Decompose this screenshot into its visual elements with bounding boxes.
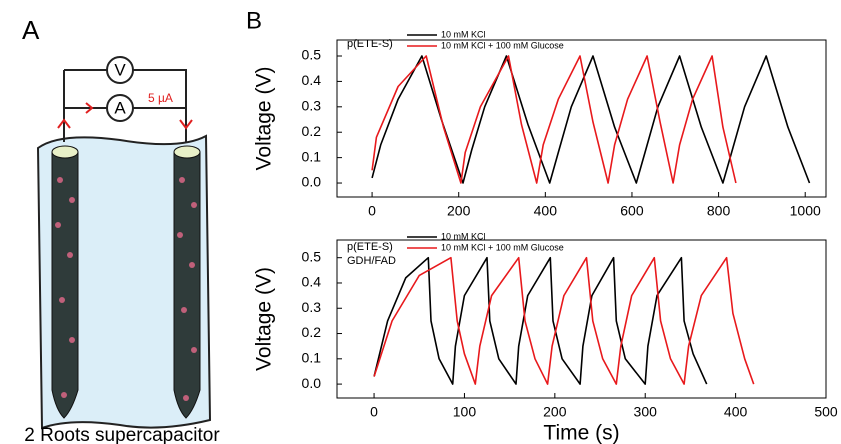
y-tick-label: 0.5: [302, 47, 322, 63]
series-line: [371, 55, 811, 184]
y-tick-label: 0.3: [302, 299, 322, 315]
y-tick-label: 0.5: [302, 248, 322, 264]
series-line: [371, 55, 737, 184]
annotation: p(ETE-S): [347, 38, 393, 50]
series-line: [373, 256, 708, 385]
x-tick-label: 200: [447, 203, 471, 219]
medium: [36, 134, 212, 430]
annotation: p(ETE-S): [347, 241, 393, 253]
meter-label: A: [114, 98, 126, 117]
x-tick-label: 1000: [790, 203, 821, 219]
x-tick-label: 600: [620, 203, 644, 219]
x-tick-label: 800: [707, 203, 731, 219]
x-tick-label: 0: [370, 404, 378, 420]
current-label: 5 µA: [148, 91, 173, 105]
x-tick-label: 200: [543, 404, 567, 420]
y-tick-label: 0.2: [302, 324, 322, 340]
y-tick-label: 0.0: [302, 174, 322, 190]
current-arrows: [57, 102, 193, 130]
x-axis-label: Time (s): [543, 422, 619, 444]
y-tick-label: 0.1: [302, 350, 322, 366]
x-tick-label: 100: [453, 404, 477, 420]
y-axis-label: Voltage (V): [253, 67, 276, 171]
legend-label: 10 mM KCl + 100 mM Glucose: [441, 40, 564, 50]
panel-label: B: [246, 7, 262, 34]
x-tick-label: 500: [814, 404, 838, 420]
legend-label: 10 mM KCl + 100 mM Glucose: [441, 242, 564, 252]
y-tick-label: 0.4: [302, 274, 322, 290]
plot-frame: [336, 39, 827, 198]
voltmeter: [106, 56, 134, 84]
y-axis-label: Voltage (V): [253, 267, 276, 371]
meter-label: V: [114, 60, 126, 79]
x-tick-label: 300: [634, 404, 658, 420]
y-tick-label: 0.4: [302, 72, 322, 88]
annotation: GDH/FAD: [347, 255, 396, 267]
y-tick-label: 0.2: [302, 123, 322, 139]
root: [51, 145, 201, 419]
x-tick-label: 0: [368, 203, 376, 219]
x-tick-label: 400: [534, 203, 558, 219]
ammeter: [106, 94, 134, 122]
panel-label: A: [22, 15, 40, 45]
series-line: [373, 256, 755, 385]
y-tick-label: 0.0: [302, 375, 322, 391]
y-tick-label: 0.1: [302, 148, 322, 164]
caption: 2 Roots supercapacitor: [24, 425, 220, 444]
plot-frame: [336, 239, 827, 399]
legend-label: 10 mM KCl: [441, 231, 486, 241]
y-tick-label: 0.3: [302, 98, 322, 114]
legend-label: 10 mM KCl: [441, 29, 486, 39]
x-tick-label: 400: [724, 404, 748, 420]
